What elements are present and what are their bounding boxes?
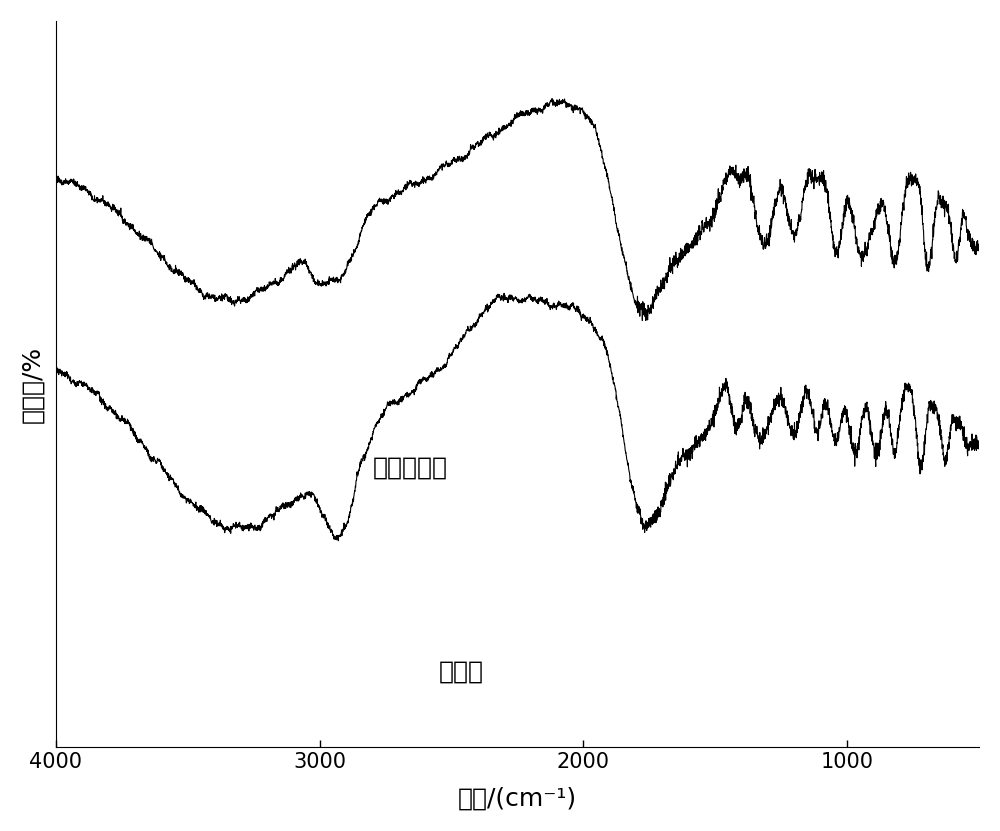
- Text: 固体萍取剂: 固体萍取剂: [372, 455, 447, 479]
- X-axis label: 波长/(cm⁻¹): 波长/(cm⁻¹): [458, 786, 577, 810]
- Y-axis label: 萍取率/%: 萍取率/%: [21, 346, 45, 423]
- Text: 聚噬吩: 聚噬吩: [438, 659, 483, 683]
